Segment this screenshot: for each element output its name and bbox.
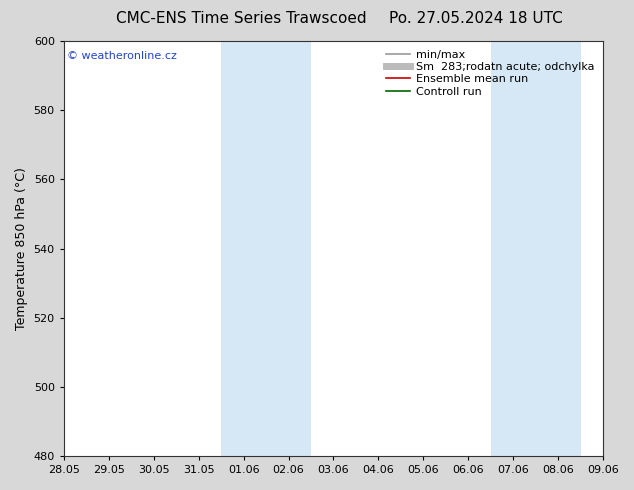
Text: Po. 27.05.2024 18 UTC: Po. 27.05.2024 18 UTC [389, 11, 562, 26]
Bar [221, 41, 311, 456]
Text: © weatheronline.cz: © weatheronline.cz [67, 51, 176, 61]
Y-axis label: Temperature 850 hPa (°C): Temperature 850 hPa (°C) [15, 167, 28, 330]
Text: CMC-ENS Time Series Trawscoed: CMC-ENS Time Series Trawscoed [115, 11, 366, 26]
Bar [491, 41, 581, 456]
Legend: min/max, Sm  283;rodatn acute; odchylka, Ensemble mean run, Controll run: min/max, Sm 283;rodatn acute; odchylka, … [382, 47, 598, 100]
